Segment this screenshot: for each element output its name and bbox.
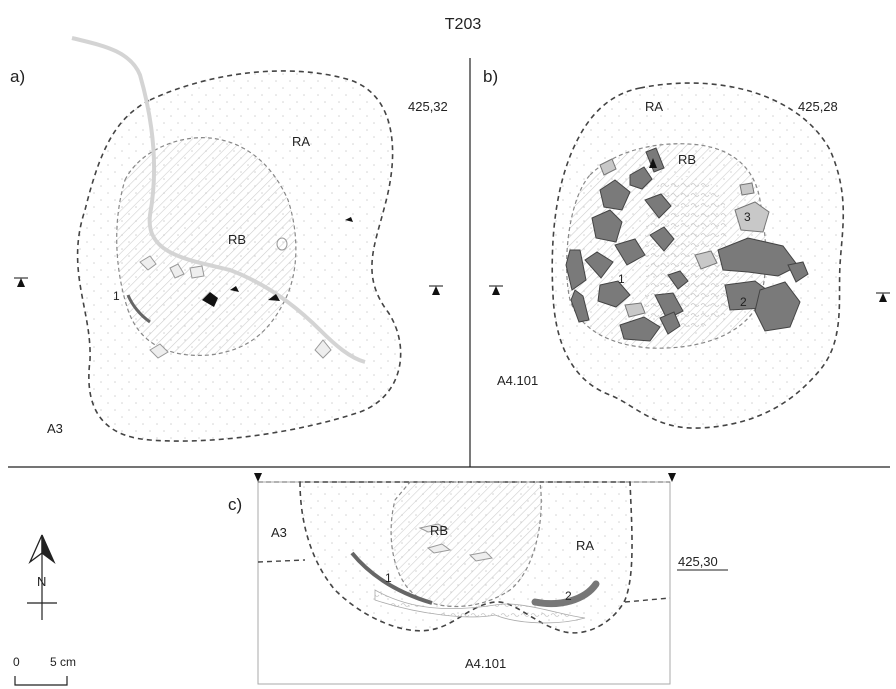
scale-bar-end: 5 cm (50, 655, 76, 669)
panel-a-zone-ra: RA (292, 134, 310, 149)
panel-a-stone (314, 339, 332, 359)
panel-b-zone-rb: RB (678, 152, 696, 167)
panel-b-find-3-label: 3 (744, 210, 751, 224)
panel-b: b) (483, 67, 890, 429)
panel-a-unit: A3 (47, 421, 63, 436)
panel-b-pointer-icon (649, 158, 657, 168)
section-marker-c-right-icon (668, 473, 676, 482)
panel-c-sediment (374, 589, 586, 624)
panel-c-elevation: 425,30 (678, 554, 718, 569)
panel-c-unit-boundary-right (624, 597, 671, 603)
panel-a-charcoal (268, 294, 280, 301)
panel-a-elevation: 425,32 (408, 99, 448, 114)
panel-b-sediment-fill (644, 176, 738, 331)
panel-a-feature-rb (116, 137, 297, 357)
north-arrow: N (27, 534, 57, 620)
panel-b-find-2-label: 2 (740, 295, 747, 309)
panel-b-elevation: 425,28 (798, 99, 838, 114)
panel-c-zone-ra: RA (576, 538, 594, 553)
scale-bar-line (14, 676, 68, 686)
section-marker-right-icon (432, 286, 440, 295)
panel-c-zone-rb: RB (430, 523, 448, 538)
panel-a-stone (276, 237, 288, 251)
panel-b-stone-cluster (565, 147, 809, 342)
panel-a-charcoal (202, 292, 218, 307)
panel-b-find-1-label: 1 (618, 272, 625, 286)
section-marker-left-icon (17, 278, 25, 287)
panel-c-stone (468, 551, 494, 562)
panel-c-find-1-label: 1 (385, 571, 392, 585)
panel-b-zone-ra: RA (645, 99, 663, 114)
panel-c-label: c) (228, 495, 242, 514)
section-marker-right-b-icon (879, 293, 887, 302)
panel-a-zone-rb: RB (228, 232, 246, 247)
panel-c-unit-bottom: A4.101 (465, 656, 506, 671)
panel-b-light-stones (599, 158, 770, 318)
section-marker-left-b-icon (492, 286, 500, 295)
panel-a-label: a) (10, 67, 25, 86)
section-marker-c-left-icon (254, 473, 262, 482)
panel-a-find-1-label: 1 (113, 289, 120, 303)
panel-a-stone (189, 265, 205, 279)
panel-c-stone (426, 543, 452, 554)
scale-bar: 0 5 cm (13, 655, 76, 686)
scale-bar-start: 0 (13, 655, 20, 669)
panel-c-unit-boundary-left (257, 559, 306, 563)
panel-b-unit: A4.101 (497, 373, 538, 388)
panel-c-stone (418, 523, 450, 533)
figure-title: T203 (445, 16, 482, 33)
panel-a: a) 1 425,32 RA RB A3 (10, 36, 448, 442)
panel-a-charcoal (230, 286, 239, 292)
panel-c-unit-top: A3 (271, 525, 287, 540)
panel-a-root-trace (71, 36, 366, 364)
panel-c-find-2-label: 2 (565, 589, 572, 603)
panel-a-stone (169, 263, 185, 279)
panel-c-feature-rb (390, 481, 542, 608)
north-arrow-label: N (37, 574, 46, 589)
panel-c-find-1-shape (350, 551, 433, 605)
panel-a-stone (149, 343, 169, 359)
panel-a-find-1-shape (126, 294, 151, 324)
panel-a-charcoal (345, 217, 353, 222)
panel-a-stone (139, 255, 157, 271)
panel-b-label: b) (483, 67, 498, 86)
panel-c: c) A3 RB RA 1 2 A4.101 425,30 (228, 473, 728, 685)
panel-c-find-2-shape (531, 580, 600, 608)
north-arrow-icon (28, 534, 43, 565)
